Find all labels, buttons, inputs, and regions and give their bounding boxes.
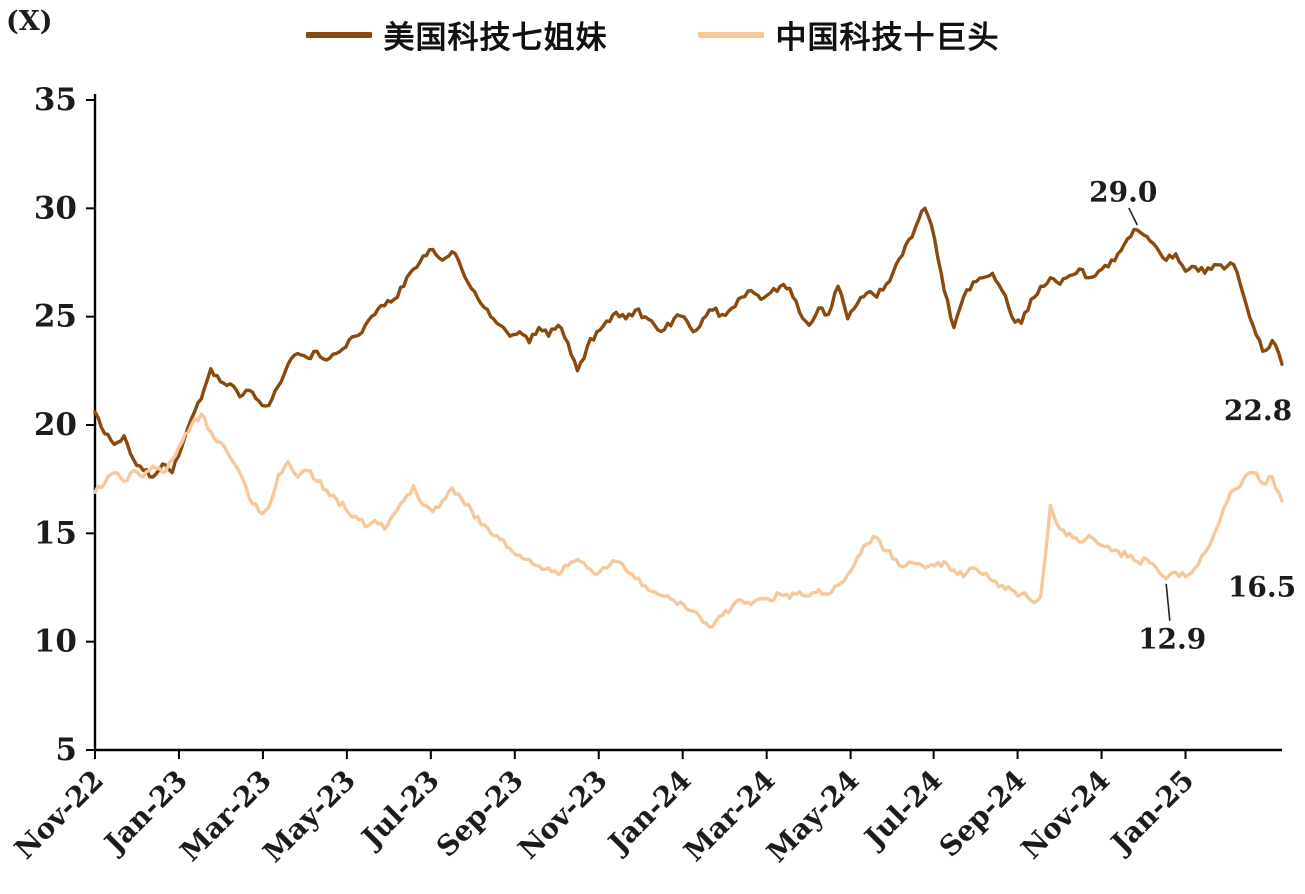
y-tick-label: 35 xyxy=(34,82,77,118)
legend-item-us-tech: 美国科技七姐妹 xyxy=(305,12,608,57)
y-tick-label: 30 xyxy=(34,190,77,226)
y-tick-label: 5 xyxy=(55,732,77,768)
x-tick-label: Nov-22 xyxy=(8,764,110,866)
annotation-leader xyxy=(1165,583,1171,621)
x-tick-label: Sep-23 xyxy=(430,764,530,864)
x-tick-label: Nov-24 xyxy=(1015,764,1117,866)
y-tick-label: 25 xyxy=(34,299,77,335)
x-tick-label: Jan-25 xyxy=(1103,764,1201,862)
y-tick-label: 10 xyxy=(34,624,77,660)
annotation-label: 22.8 xyxy=(1224,394,1292,427)
legend-item-cn-tech: 中国科技十巨头 xyxy=(697,12,1000,57)
series-line-0 xyxy=(93,206,1284,479)
y-tick-label: 20 xyxy=(34,407,77,443)
x-tick-label: Sep-24 xyxy=(933,764,1033,864)
axis-unit-label: (X) xyxy=(6,6,53,37)
x-tick-label: May-24 xyxy=(760,764,865,869)
x-tick-label: Nov-23 xyxy=(512,764,614,866)
annotation-leader xyxy=(1128,207,1138,226)
legend-label-us-tech: 美国科技七姐妹 xyxy=(383,20,608,56)
legend: 美国科技七姐妹 中国科技十巨头 xyxy=(0,12,1305,57)
legend-swatch-cn-tech xyxy=(697,31,764,38)
y-tick-label: 15 xyxy=(34,515,77,551)
annotation-label: 29.0 xyxy=(1089,176,1157,209)
annotation-label: 12.9 xyxy=(1138,622,1206,655)
legend-swatch-us-tech xyxy=(305,31,372,38)
x-tick-label: May-23 xyxy=(256,764,361,869)
annotation-label: 16.5 xyxy=(1228,570,1296,603)
series-line-1 xyxy=(93,412,1284,629)
legend-label-cn-tech: 中国科技十巨头 xyxy=(775,20,1000,56)
